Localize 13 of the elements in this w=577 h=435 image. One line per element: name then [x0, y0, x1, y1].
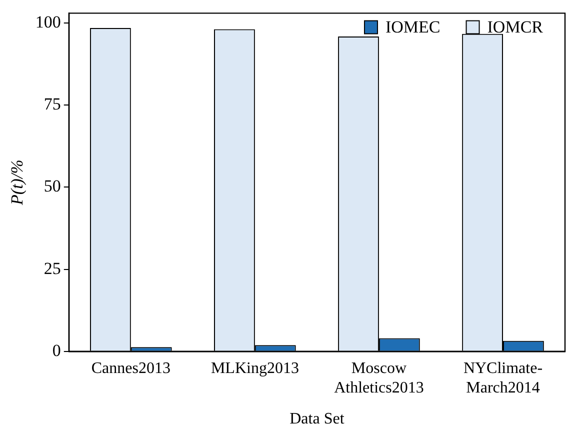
y-tick-label: 25 — [44, 258, 61, 278]
legend-label: IOMCR — [487, 18, 544, 37]
y-axis-title: P(t)/% — [8, 160, 27, 206]
x-axis-title: Data Set — [290, 410, 345, 428]
y-tick-label: 75 — [44, 94, 61, 114]
x-tick-label: Moscow Athletics2013 — [334, 360, 424, 396]
x-tick-label: MLKing2013 — [210, 360, 299, 378]
legend-label: IOMEC — [385, 18, 440, 37]
y-tick-label: 100 — [35, 12, 61, 32]
y-tick-label: 0 — [52, 340, 61, 360]
x-tick-label: Cannes2013 — [91, 360, 170, 378]
y-tick-label: 50 — [44, 176, 61, 196]
x-tick-label: NYClimate-March2014 — [463, 360, 543, 396]
